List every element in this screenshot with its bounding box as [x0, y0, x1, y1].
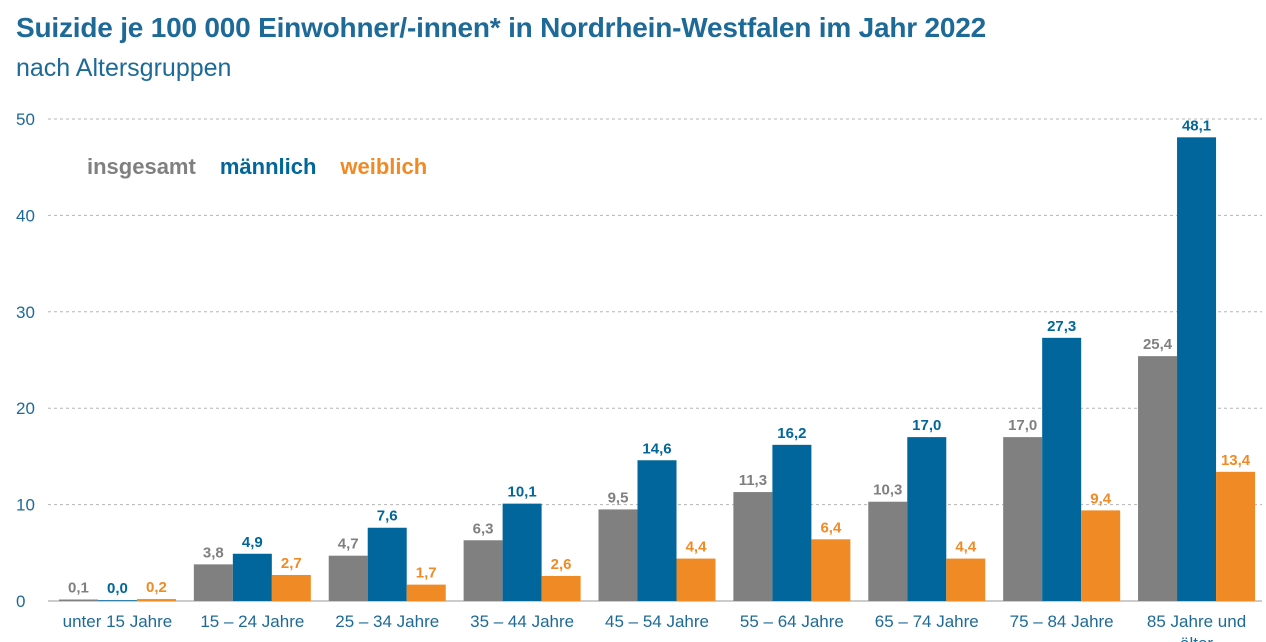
y-tick-label: 0 [16, 592, 25, 611]
bar-insgesamt [868, 501, 908, 601]
data-label: 14,6 [642, 440, 671, 457]
data-label: 48,1 [1182, 117, 1211, 134]
x-category-label: 55 – 64 Jahre [740, 612, 844, 631]
x-category-label: 15 – 24 Jahre [200, 612, 304, 631]
data-label: 4,7 [338, 536, 359, 553]
bar-männlich [637, 460, 677, 601]
data-label: 17,0 [1008, 417, 1037, 434]
data-label: 11,3 [739, 472, 767, 489]
bar-männlich [232, 553, 272, 601]
y-tick-label: 50 [16, 110, 35, 129]
legend-item-insgesamt: insgesamt [87, 154, 196, 179]
bar-insgesamt [733, 492, 773, 601]
data-label: 6,3 [473, 520, 494, 537]
bar-männlich [907, 437, 947, 601]
x-category-label: 25 – 34 Jahre [335, 612, 439, 631]
x-category-label: 45 – 54 Jahre [605, 612, 709, 631]
legend-item-maennlich: männlich [219, 154, 317, 179]
data-label: 10,1 [508, 484, 537, 501]
data-label: 4,9 [242, 534, 263, 551]
data-label: 10,3 [873, 482, 902, 499]
data-label: 9,5 [608, 489, 629, 506]
y-tick-label: 10 [16, 496, 35, 515]
y-tick-label: 20 [16, 399, 35, 418]
data-label: 25,4 [1143, 336, 1173, 353]
data-label: 13,4 [1221, 452, 1251, 469]
data-label: 0,2 [146, 579, 167, 596]
data-label: 6,4 [820, 519, 842, 536]
bar-insgesamt [1003, 437, 1043, 601]
bar-weiblich [271, 574, 311, 601]
bar-weiblich [676, 558, 716, 601]
bar-weiblich [1081, 510, 1121, 601]
legend: insgesamt männlich weiblich [87, 154, 427, 180]
bar-weiblich [811, 539, 851, 601]
data-label: 16,2 [777, 425, 806, 442]
data-label: 7,6 [377, 508, 398, 525]
bar-insgesamt [58, 599, 98, 601]
data-label: 4,4 [955, 539, 977, 556]
y-tick-label: 30 [16, 303, 35, 322]
bar-männlich [772, 444, 812, 601]
chart-subtitle: nach Altersgruppen [16, 54, 232, 82]
x-category-label: unter 15 Jahre [63, 612, 173, 631]
bar-männlich [502, 503, 542, 601]
bar-weiblich [541, 575, 581, 601]
bar-insgesamt [598, 509, 638, 601]
bar-männlich [1177, 137, 1217, 602]
bar-insgesamt [328, 555, 368, 601]
data-label: 9,4 [1090, 490, 1112, 507]
bar-weiblich [1216, 471, 1256, 601]
bar-insgesamt [193, 564, 233, 601]
data-label: 2,6 [551, 556, 572, 573]
bar-insgesamt [463, 540, 503, 601]
bar-weiblich [406, 584, 446, 601]
data-label: 0,0 [107, 580, 128, 597]
bar-weiblich [946, 558, 986, 601]
x-category-label: 75 – 84 Jahre [1010, 612, 1114, 631]
data-label: 3,8 [203, 544, 224, 561]
bar-weiblich [136, 599, 176, 601]
bar-männlich [1042, 337, 1082, 601]
data-label: 0,1 [68, 580, 89, 597]
data-label: 2,7 [281, 555, 302, 572]
bar-männlich [97, 600, 137, 601]
data-label: 27,3 [1047, 318, 1076, 335]
bar-insgesamt [1138, 356, 1178, 601]
data-label: 17,0 [912, 417, 941, 434]
x-category-label: 85 Jahre undälter [1147, 612, 1246, 642]
legend-item-weiblich: weiblich [340, 154, 428, 179]
x-category-label: 35 – 44 Jahre [470, 612, 574, 631]
y-tick-label: 40 [16, 206, 35, 225]
chart-title: Suizide je 100 000 Einwohner/-innen* in … [16, 12, 987, 43]
data-label: 4,4 [686, 539, 708, 556]
bar-männlich [367, 527, 407, 601]
x-category-label: 65 – 74 Jahre [875, 612, 979, 631]
data-label: 1,7 [416, 565, 437, 582]
